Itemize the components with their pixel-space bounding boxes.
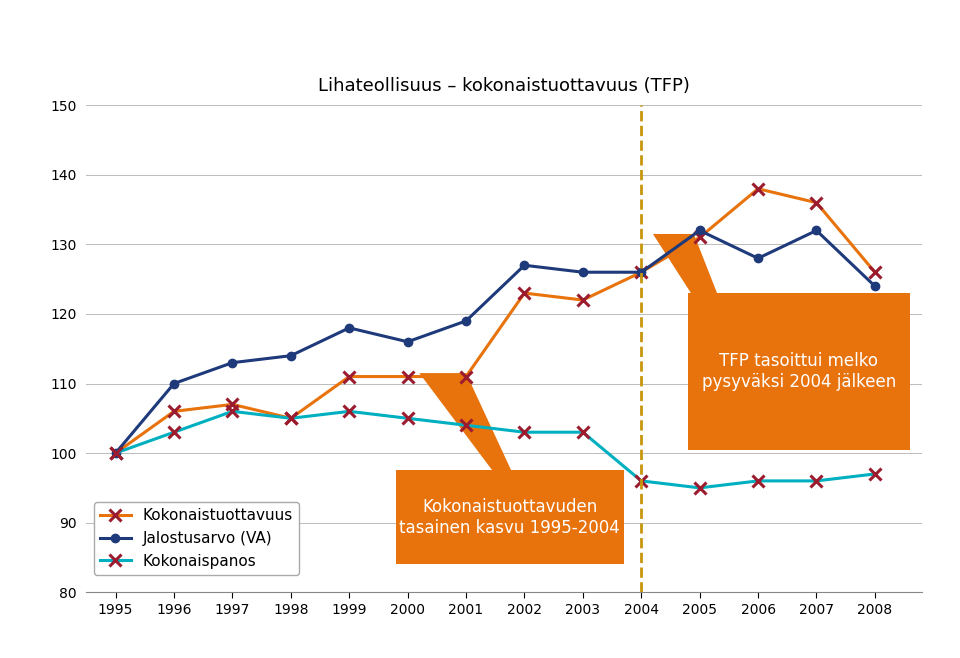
Text: TFP tasoittui melko
pysyväksi 2004 jälkeen: TFP tasoittui melko pysyväksi 2004 jälke…: [702, 352, 896, 391]
Bar: [688, 293, 910, 449]
Text: Kokonaistuottavuden
tasainen kasvu 1995-2004: Kokonaistuottavuden tasainen kasvu 1995-…: [399, 498, 620, 537]
Bar: [396, 470, 624, 565]
Text: Tuottavuus: Tuottavuus: [306, 19, 654, 73]
Title: Lihateollisuus – kokonaistuottavuus (TFP): Lihateollisuus – kokonaistuottavuus (TFP…: [318, 78, 690, 95]
Polygon shape: [420, 373, 542, 536]
Legend: Kokonaistuottavuus, Jalostusarvo (VA), Kokonaispanos: Kokonaistuottavuus, Jalostusarvo (VA), K…: [94, 502, 300, 575]
Polygon shape: [653, 234, 758, 397]
